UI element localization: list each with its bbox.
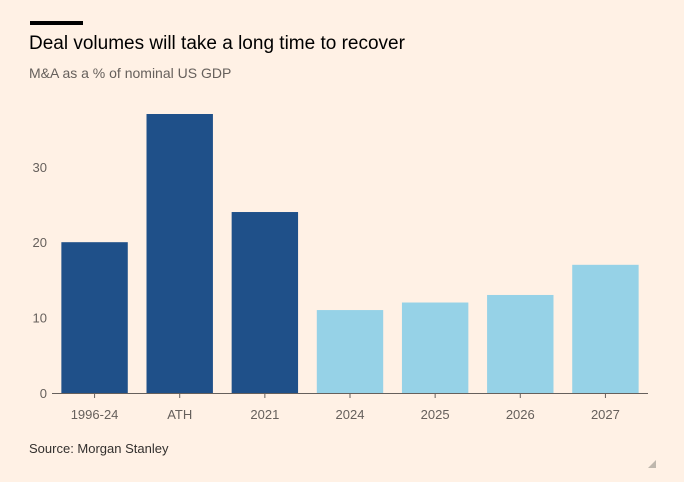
chart-subtitle: M&A as a % of nominal US GDP bbox=[29, 65, 232, 81]
x-tick-label: ATH bbox=[167, 407, 192, 422]
x-tick-label: 2026 bbox=[506, 407, 535, 422]
bar bbox=[572, 264, 639, 393]
bar bbox=[487, 294, 554, 393]
y-tick-label: 20 bbox=[33, 235, 47, 250]
bar bbox=[316, 310, 384, 393]
y-tick-label: 0 bbox=[40, 386, 47, 401]
chart-title: Deal volumes will take a long time to re… bbox=[29, 33, 405, 54]
resize-handle-icon bbox=[648, 460, 656, 468]
bar bbox=[146, 114, 213, 393]
bar bbox=[231, 212, 299, 393]
x-tick-label: 2027 bbox=[591, 407, 620, 422]
x-tick-label: 2024 bbox=[336, 407, 365, 422]
bar bbox=[401, 302, 469, 393]
source-note: Source: Morgan Stanley bbox=[29, 441, 169, 456]
x-tick-label: 2025 bbox=[421, 407, 450, 422]
bar bbox=[61, 242, 128, 393]
y-tick-label: 10 bbox=[33, 311, 47, 326]
y-tick-label: 30 bbox=[33, 160, 47, 175]
x-tick-label: 1996-24 bbox=[71, 407, 119, 422]
x-tick-label: 2021 bbox=[250, 407, 279, 422]
top-rule bbox=[30, 21, 83, 25]
